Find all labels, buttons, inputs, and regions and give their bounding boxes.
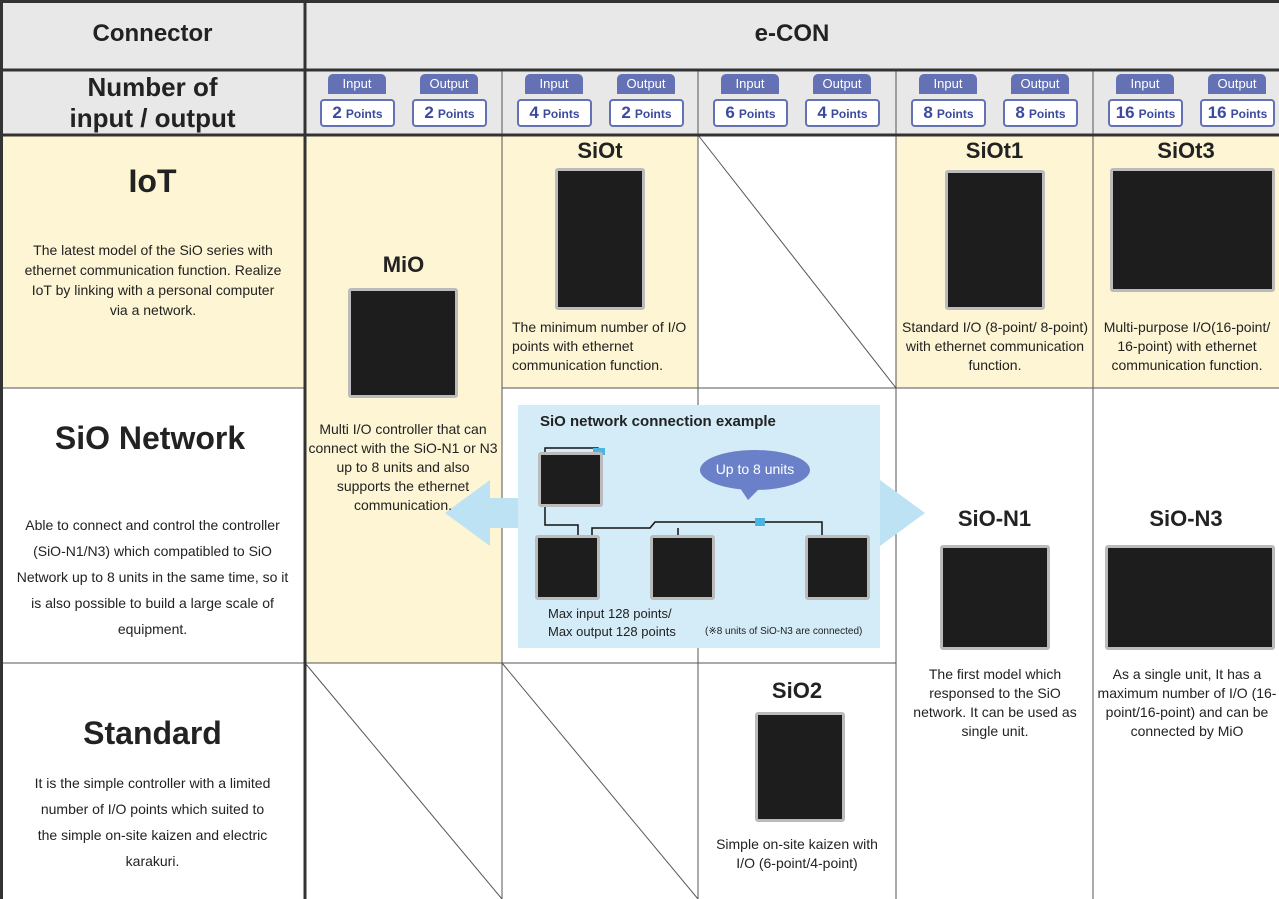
product-image bbox=[348, 288, 458, 398]
io-box: 8 Points bbox=[911, 99, 986, 127]
io-tab: Output bbox=[420, 74, 478, 94]
io-box: 16 Points bbox=[1200, 99, 1275, 127]
io-unit: Points bbox=[345, 107, 383, 121]
io-value: 16 bbox=[1115, 103, 1135, 122]
product-image bbox=[1110, 168, 1275, 292]
row-title: SiO Network bbox=[54, 420, 246, 456]
io-tab: Input bbox=[919, 74, 977, 94]
example-image bbox=[538, 452, 603, 507]
io-unit: Points bbox=[1138, 107, 1176, 121]
io-value: 2 bbox=[332, 103, 342, 122]
row-description: The latest model of the SiO series with … bbox=[24, 242, 282, 318]
io-value: 8 bbox=[1015, 103, 1025, 122]
io-tab: Input bbox=[525, 74, 583, 94]
product-description: The first model which responsed to the S… bbox=[913, 666, 1077, 739]
product-name: SiOt bbox=[577, 138, 623, 163]
io-tab: Output bbox=[1011, 74, 1069, 94]
row-description: It is the simple controller with a limit… bbox=[34, 775, 271, 869]
io-unit: Points bbox=[437, 107, 475, 121]
io-unit: Points bbox=[738, 107, 776, 121]
io-unit: Points bbox=[1230, 107, 1268, 121]
product-image bbox=[755, 712, 845, 822]
product-description: The minimum number of I/O points with et… bbox=[512, 319, 687, 373]
io-value: 2 bbox=[424, 103, 434, 122]
io-unit: Points bbox=[542, 107, 580, 121]
product-description: Simple on-site kaizen with I/O (6-point/… bbox=[716, 836, 878, 871]
product-description: Standard I/O (8-point/ 8-point) with eth… bbox=[902, 319, 1088, 373]
product-name: SiOt3 bbox=[1157, 138, 1215, 163]
example-image bbox=[805, 535, 870, 600]
io-value: 4 bbox=[817, 103, 827, 122]
example-max-io: Max input 128 points/ Max output 128 poi… bbox=[548, 606, 676, 639]
example-note: (※8 units of SiO-N3 are connected) bbox=[705, 626, 863, 637]
io-tab: Input bbox=[721, 74, 779, 94]
connector-header: Connector bbox=[92, 20, 213, 47]
io-box: 8 Points bbox=[1003, 99, 1078, 127]
io-unit: Points bbox=[634, 107, 672, 121]
io-tab: Output bbox=[617, 74, 675, 94]
product-name: SiOt1 bbox=[965, 138, 1024, 163]
io-tab: Output bbox=[813, 74, 871, 94]
product-name: SiO2 bbox=[771, 678, 823, 703]
product-name: SiO-N1 bbox=[957, 506, 1032, 531]
product-name: SiO-N3 bbox=[1149, 506, 1223, 531]
io-unit: Points bbox=[830, 107, 868, 121]
io-header: Number of input / output bbox=[69, 72, 236, 133]
product-description: Multi-purpose I/O(16-point/ 16-point) wi… bbox=[1103, 319, 1271, 373]
example-image bbox=[535, 535, 600, 600]
product-image bbox=[945, 170, 1045, 310]
row-title: Standard bbox=[83, 715, 222, 751]
io-box: 2 Points bbox=[609, 99, 684, 127]
io-box: 6 Points bbox=[713, 99, 788, 127]
io-unit: Points bbox=[1028, 107, 1066, 121]
io-value: 4 bbox=[529, 103, 539, 122]
io-box: 4 Points bbox=[805, 99, 880, 127]
example-bubble: Up to 8 units bbox=[715, 461, 795, 477]
io-tab: Input bbox=[1116, 74, 1174, 94]
io-box: 4 Points bbox=[517, 99, 592, 127]
product-image bbox=[1105, 545, 1275, 650]
product-name: MiO bbox=[382, 252, 425, 277]
io-box: 16 Points bbox=[1108, 99, 1183, 127]
io-tab: Output bbox=[1208, 74, 1266, 94]
product-image bbox=[555, 168, 645, 310]
row-description: Able to connect and control the controll… bbox=[16, 517, 289, 637]
io-value: 8 bbox=[923, 103, 933, 122]
io-value: 2 bbox=[621, 103, 631, 122]
example-title: SiO network connection example bbox=[540, 413, 776, 430]
product-description: As a single unit, It has a maximum numbe… bbox=[1097, 666, 1277, 739]
product-description: Multi I/O controller that can connect wi… bbox=[308, 421, 498, 513]
row-title: IoT bbox=[128, 163, 177, 199]
econ-header: e-CON bbox=[754, 20, 830, 47]
example-image bbox=[650, 535, 715, 600]
io-box: 2 Points bbox=[412, 99, 487, 127]
io-box: 2 Points bbox=[320, 99, 395, 127]
io-tab: Input bbox=[328, 74, 386, 94]
io-value: 16 bbox=[1207, 103, 1227, 122]
product-image bbox=[940, 545, 1050, 650]
io-unit: Points bbox=[936, 107, 974, 121]
io-value: 6 bbox=[725, 103, 735, 122]
